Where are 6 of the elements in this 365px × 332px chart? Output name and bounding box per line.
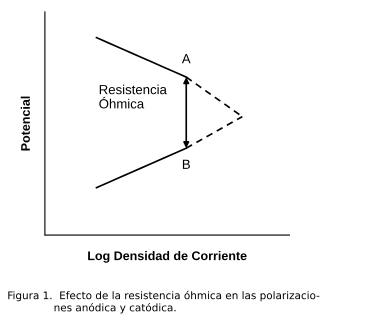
y-axis-title: Potencial bbox=[20, 96, 30, 150]
annotation: A bbox=[182, 54, 191, 64]
text: Figura 1. Efecto de la resistencia óhmica en las polarizacio- nes anódica y catódica. bbox=[8, 290, 320, 314]
x-axis-title: Log Densidad de Corriente bbox=[88, 251, 247, 263]
annotation: Resistencia Óhmica bbox=[99, 84, 167, 108]
annotation: B bbox=[182, 160, 190, 169]
